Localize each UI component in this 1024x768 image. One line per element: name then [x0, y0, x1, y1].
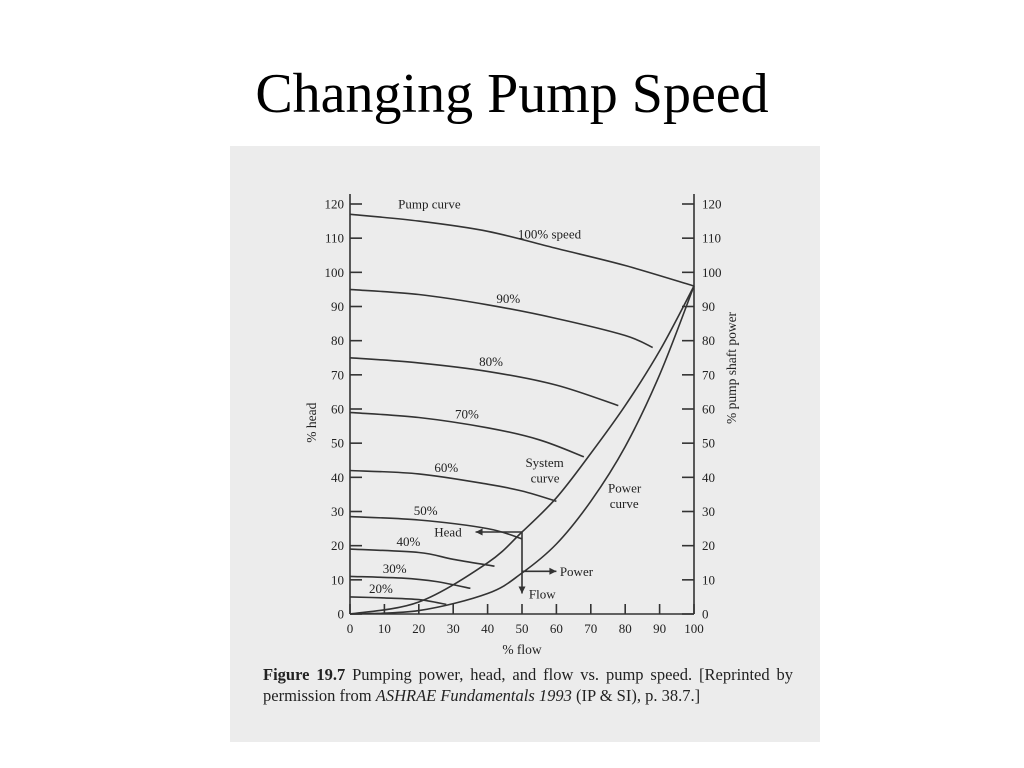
y-tick-label-left: 70 [331, 367, 344, 382]
y-tick-label-right: 40 [702, 470, 715, 485]
speed-curve-label: 70% [455, 407, 479, 422]
figure-scan: 0 0 10 10 20 20 30 30 40 40 50 50 60 60 70 70 80 80 90 90 10… [230, 146, 820, 742]
speed-curve-label: 40% [397, 534, 421, 549]
chart-curves [349, 213, 695, 615]
x-tick-label: 20 [412, 621, 425, 636]
slide-title: Changing Pump Speed [255, 63, 769, 125]
speed-curve [349, 575, 471, 590]
reprint-prefix: [Reprinted by permission from [263, 665, 794, 705]
speed-curve [349, 469, 557, 503]
y-tick-label-right: 30 [702, 504, 715, 519]
speed-curve [349, 288, 654, 349]
y-tick-label-right: 90 [702, 299, 715, 314]
y-tick-label-left: 60 [331, 402, 344, 417]
y-tick-label-right: 80 [702, 333, 715, 348]
chart-labels: % flow % head % pump shaft power 100% speed… [304, 197, 739, 656]
flow-arrow [518, 586, 526, 594]
x-axis-title: % flow [502, 642, 542, 656]
system-curve-label: System [525, 455, 563, 470]
y-tick-label-left: 110 [325, 231, 344, 246]
power-curve [349, 285, 695, 615]
y-tick-label-right: 120 [702, 197, 722, 212]
head-annotation: Head [434, 525, 462, 540]
speed-curve-label: 50% [414, 503, 438, 518]
x-tick-label: 60 [550, 621, 563, 636]
system-curve-label: curve [531, 470, 560, 485]
y-tick-label-left: 100 [325, 265, 345, 280]
pump-curve-label: Pump curve [398, 197, 461, 212]
y-tick-label-right: 50 [702, 436, 715, 451]
speed-curve [349, 548, 495, 567]
speed-curve [349, 596, 447, 606]
speed-curve-label: 20% [369, 581, 393, 596]
speed-curve-label: 80% [479, 354, 503, 369]
speed-curve-label: 90% [496, 291, 520, 306]
speed-curve-label: 100% speed [518, 227, 582, 242]
speed-curve [349, 411, 585, 458]
speed-curve-label: 30% [383, 561, 407, 576]
y-tick-label-left: 10 [331, 572, 344, 587]
y-tick-label-right: 70 [702, 367, 715, 382]
speed-curve-label: 60% [434, 460, 458, 475]
x-tick-label: 30 [447, 621, 460, 636]
speed-curve [349, 515, 523, 540]
y-tick-label-left: 120 [325, 197, 345, 212]
figure-label: Figure 19.7 [263, 665, 346, 684]
source-title: ASHRAE Fundamentals 1993 [375, 686, 572, 705]
y-axis-title-right: % pump shaft power [724, 311, 739, 424]
x-tick-label: 50 [516, 621, 529, 636]
reprint-suffix: (IP & SI), p. 38.7.] [576, 686, 701, 705]
y-tick-label-left: 40 [331, 470, 344, 485]
speed-curve [349, 357, 619, 407]
y-axis-title-left: % head [304, 402, 319, 442]
speed-curve [349, 213, 695, 287]
power-curve-label: Power [608, 481, 642, 496]
y-tick-label-right: 60 [702, 402, 715, 417]
y-tick-label-left: 50 [331, 436, 344, 451]
system-curve [349, 285, 695, 615]
flow-annotation: Flow [529, 587, 556, 602]
x-tick-label: 80 [619, 621, 632, 636]
figure-caption: Figure 19.7 Pumping power, head, and flo… [263, 664, 793, 706]
head-arrow [475, 528, 483, 536]
x-tick-label: 90 [653, 621, 666, 636]
power-curve-label: curve [610, 496, 639, 511]
y-tick-label-right: 110 [702, 231, 721, 246]
y-tick-label-right: 100 [702, 265, 722, 280]
power-annotation: Power [560, 564, 594, 579]
y-tick-label-left: 20 [331, 538, 344, 553]
x-tick-label: 40 [481, 621, 494, 636]
figure-text: Pumping power, head, and flow vs. pump s… [352, 665, 693, 684]
y-tick-label-right: 0 [702, 607, 709, 622]
y-tick-label-right: 20 [702, 538, 715, 553]
y-tick-label-left: 80 [331, 333, 344, 348]
x-tick-label: 100 [684, 621, 704, 636]
y-tick-label-left: 0 [338, 607, 345, 622]
y-tick-label-left: 30 [331, 504, 344, 519]
x-tick-label: 70 [584, 621, 597, 636]
y-tick-label-right: 10 [702, 572, 715, 587]
x-tick-label: 0 [347, 621, 354, 636]
power-arrow [549, 567, 557, 575]
x-tick-label: 10 [378, 621, 391, 636]
y-tick-label-left: 90 [331, 299, 344, 314]
